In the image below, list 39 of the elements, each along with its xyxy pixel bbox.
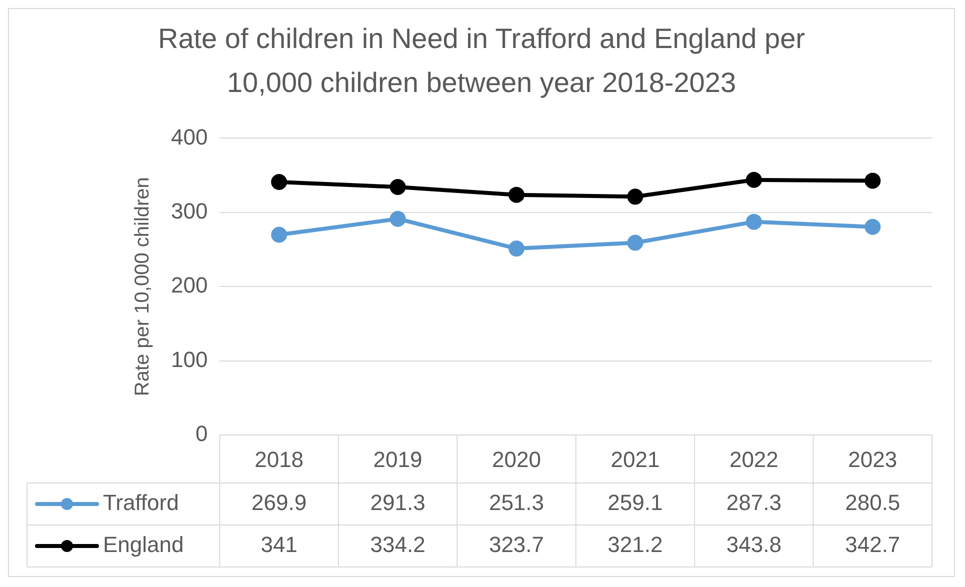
x-tick-label: 2021 — [610, 447, 660, 472]
data-label: 342.7 — [845, 532, 900, 558]
data-label: 269.9 — [252, 490, 307, 516]
data-label: 323.7 — [488, 532, 544, 558]
data-label: 287.3 — [726, 490, 782, 516]
x-tick-label: 2023 — [848, 447, 898, 472]
data-label: 280.5 — [845, 490, 900, 516]
point — [508, 186, 524, 203]
point — [271, 226, 288, 243]
point — [508, 240, 524, 257]
y-tick-label: 400 — [170, 124, 208, 150]
y-axis-title: Rate per 10,000 children — [132, 177, 154, 396]
y-tick-label: 200 — [170, 272, 208, 298]
x-tick-label: 2019 — [373, 447, 422, 472]
point — [271, 174, 288, 190]
point — [627, 234, 644, 251]
legend-label: Trafford — [103, 490, 179, 516]
data-label: 259.1 — [608, 490, 663, 516]
x-tick-label: 2022 — [729, 447, 778, 472]
y-tick-label: 300 — [170, 198, 208, 224]
data-label: 251.3 — [488, 490, 544, 516]
point — [390, 210, 406, 227]
data-label: 334.2 — [370, 532, 426, 558]
data-label: 341 — [260, 532, 298, 558]
point — [746, 172, 762, 188]
y-tick-label: 0 — [195, 421, 208, 446]
chart-title: Rate of children in Need in Trafford and England per 10,000 children between year 2018-2023 — [156, 22, 806, 100]
point — [627, 188, 644, 205]
legend-label: England — [103, 532, 184, 558]
x-tick-label: 2020 — [492, 447, 541, 472]
data-label: 343.8 — [726, 532, 782, 558]
point — [864, 218, 881, 235]
point — [746, 214, 762, 230]
point — [390, 179, 406, 196]
y-tick-label: 100 — [170, 346, 208, 372]
data-label: 321.2 — [608, 532, 663, 558]
x-tick-label: 2018 — [254, 447, 304, 472]
point — [864, 172, 881, 189]
data-label: 291.3 — [370, 490, 426, 516]
